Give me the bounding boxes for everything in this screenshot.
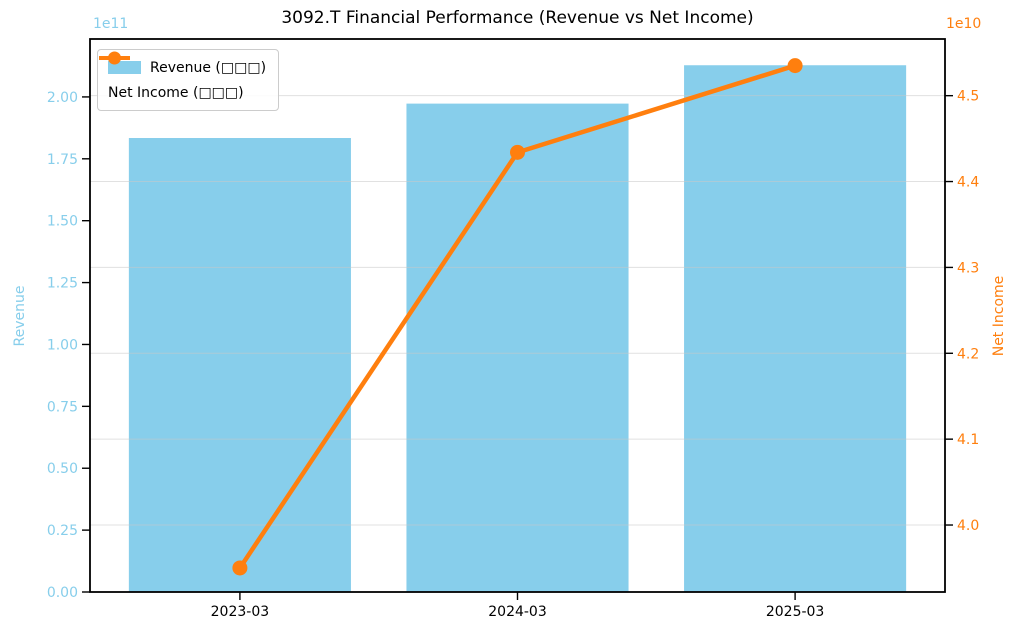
legend-net-income-label: Net Income (□□□) bbox=[108, 84, 244, 101]
right-axis-label: Net Income bbox=[991, 275, 1007, 357]
right-axis-tick-label: 4.1 bbox=[957, 432, 979, 448]
left-axis-tick-label: 0.00 bbox=[47, 585, 78, 601]
chart-title: 3092.T Financial Performance (Revenue vs… bbox=[281, 8, 754, 28]
legend-item-revenue: Revenue (□□□) bbox=[108, 57, 266, 78]
x-axis-tick-label: 2024-03 bbox=[488, 604, 547, 620]
legend-marker-sample bbox=[108, 51, 121, 65]
legend-item-net-income: Net Income (□□□) bbox=[99, 51, 266, 103]
left-axis-tick-label: 0.25 bbox=[47, 523, 78, 539]
left-axis-tick-label: 2.00 bbox=[47, 90, 78, 106]
revenue-bar bbox=[406, 103, 629, 593]
left-axis-label: Revenue bbox=[12, 285, 28, 347]
left-axis-tick-label: 1.75 bbox=[47, 152, 78, 168]
net-income-marker bbox=[510, 144, 525, 160]
left-axis-offset-text: 1e11 bbox=[93, 16, 129, 32]
left-axis-tick-label: 1.00 bbox=[47, 337, 78, 353]
right-axis-tick-label: 4.3 bbox=[957, 260, 979, 276]
right-axis-offset-text: 1e10 bbox=[946, 16, 982, 32]
left-axis-tick-label: 1.50 bbox=[47, 214, 78, 230]
right-axis-tick-label: 4.0 bbox=[957, 518, 979, 534]
net-income-marker bbox=[232, 560, 248, 576]
right-axis-tick-label: 4.4 bbox=[957, 175, 979, 191]
x-axis-tick-label: 2025-03 bbox=[766, 604, 825, 620]
x-axis-tick-label: 2023-03 bbox=[211, 604, 270, 620]
legend-revenue-label: Revenue (□□□) bbox=[150, 59, 267, 76]
net-income-line-swatch bbox=[99, 51, 130, 65]
revenue-bar bbox=[128, 138, 351, 593]
left-axis-tick-label: 1.25 bbox=[47, 276, 78, 292]
right-axis-tick-label: 4.5 bbox=[957, 89, 979, 105]
legend: Revenue (□□□) Net Income (□□□) bbox=[97, 49, 280, 111]
left-axis-tick-label: 0.50 bbox=[47, 461, 78, 477]
revenue-bar bbox=[684, 65, 907, 593]
right-axis-tick-label: 4.2 bbox=[957, 346, 979, 362]
plot-frame bbox=[89, 38, 946, 593]
left-axis-tick-label: 0.75 bbox=[47, 399, 78, 415]
net-income-marker bbox=[787, 58, 803, 74]
